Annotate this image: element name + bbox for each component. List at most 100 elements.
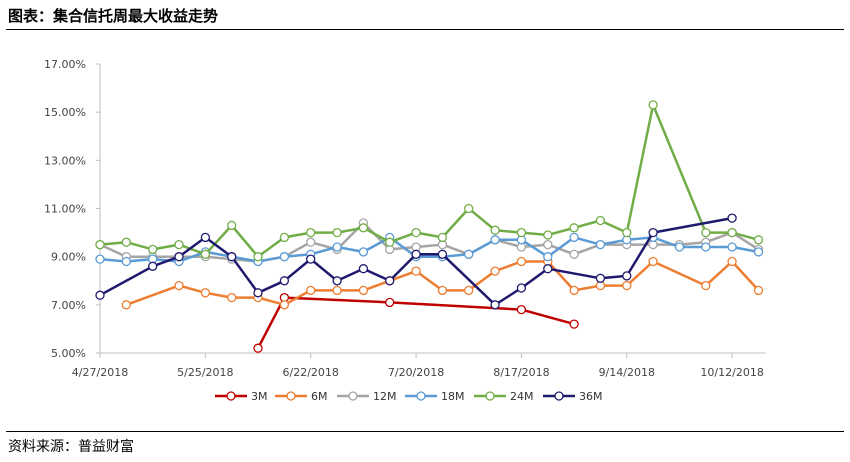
data-point [385, 276, 395, 286]
legend-swatch-marker [416, 391, 426, 401]
data-point [121, 300, 131, 310]
x-tick-label: 10/12/2018 [700, 366, 763, 379]
data-point [121, 256, 131, 267]
series-layer [95, 100, 764, 353]
data-point [464, 249, 474, 259]
x-tick-label: 5/25/2018 [177, 366, 233, 379]
data-point [227, 252, 237, 262]
data-point [622, 271, 632, 281]
data-point [95, 254, 105, 264]
legend-label: 6M [311, 390, 328, 403]
legend: 3M 6M 12M 18M 24M 36M [215, 390, 603, 403]
data-point [753, 235, 764, 245]
data-point [253, 288, 263, 298]
series-line [99, 216, 733, 307]
bottom-divider [6, 431, 844, 432]
series-3m [253, 292, 579, 353]
x-tick-label: 7/20/2018 [388, 366, 444, 379]
data-point [411, 227, 421, 238]
data-point [727, 213, 737, 223]
data-point [464, 203, 474, 214]
data-point [753, 247, 764, 257]
data-point [622, 280, 632, 291]
y-tick-label: 11.00% [44, 203, 86, 216]
x-tick-label: 8/17/2018 [493, 366, 549, 379]
page-title: 图表：集合信托周最大收益走势 [8, 7, 219, 25]
legend-label: 36M [579, 390, 603, 403]
data-point [437, 249, 448, 259]
legend-item-18m: 18M [405, 390, 465, 403]
source-note: 资料来源：普益财富 [8, 439, 134, 455]
data-point [516, 304, 527, 315]
data-point [95, 239, 105, 250]
data-point [332, 242, 342, 252]
data-point [437, 285, 448, 296]
data-point [174, 252, 184, 262]
data-point [358, 223, 369, 233]
x-tick-label: 9/14/2018 [599, 366, 655, 379]
y-axis: 5.00% 7.00% 9.00% 11.00% 13.00% 15.00% 17.00% [44, 58, 101, 360]
data-point [543, 239, 553, 250]
data-point [306, 285, 316, 296]
data-point [648, 227, 658, 238]
data-point [543, 252, 553, 262]
data-point [490, 300, 500, 310]
legend-item-36m: 36M [543, 390, 603, 403]
data-point [701, 280, 711, 291]
legend-swatch-marker [554, 391, 564, 401]
y-tick-label: 9.00% [51, 251, 86, 264]
x-tick-label: 6/22/2018 [283, 366, 339, 379]
series-12m [95, 218, 764, 267]
data-point [279, 252, 290, 262]
y-tick-label: 13.00% [44, 154, 86, 167]
y-tick-label: 17.00% [44, 58, 86, 71]
line-chart: 5.00%7.00%9.00%11.00%13.00%15.00%17.00% … [44, 58, 766, 403]
data-point [332, 276, 342, 286]
data-point [227, 292, 237, 303]
data-point [121, 237, 131, 247]
legend-swatch-marker [286, 391, 296, 401]
data-point [148, 261, 158, 271]
series-24m [95, 100, 764, 262]
x-axis: 4/27/2018 5/25/2018 6/22/2018 7/20/2018 8/17… [72, 352, 766, 379]
legend-swatch-marker [485, 391, 495, 401]
data-point [543, 264, 553, 274]
data-point [306, 237, 316, 247]
data-point [516, 256, 527, 267]
data-point [358, 285, 369, 296]
data-point [253, 252, 263, 262]
series-36m [95, 213, 737, 310]
data-point [200, 288, 211, 298]
data-point [727, 227, 737, 238]
data-point [385, 297, 395, 308]
data-point [385, 237, 395, 247]
y-tick-label: 7.00% [51, 299, 86, 312]
y-tick-label: 15.00% [44, 106, 86, 119]
legend-item-12m: 12M [337, 390, 397, 403]
data-point [253, 343, 263, 353]
data-point [622, 227, 632, 238]
data-point [464, 285, 474, 296]
series-18m [95, 232, 764, 267]
data-point [595, 239, 606, 250]
data-point [727, 256, 737, 267]
series-line [125, 260, 760, 307]
data-point [516, 227, 527, 238]
data-point [174, 280, 184, 291]
series-line [99, 103, 759, 258]
x-tick-label: 4/27/2018 [72, 366, 128, 379]
data-point [227, 220, 237, 231]
data-point [490, 266, 500, 276]
data-point [595, 273, 606, 283]
data-point [569, 249, 579, 259]
data-point [490, 225, 500, 235]
legend-swatch-marker [348, 391, 358, 401]
series-line [256, 296, 575, 349]
data-point [332, 227, 342, 238]
legend-label: 18M [441, 390, 465, 403]
legend-label: 12M [373, 390, 397, 403]
data-point [490, 235, 500, 245]
data-point [279, 276, 290, 286]
top-divider [6, 29, 844, 30]
data-point [569, 232, 579, 243]
